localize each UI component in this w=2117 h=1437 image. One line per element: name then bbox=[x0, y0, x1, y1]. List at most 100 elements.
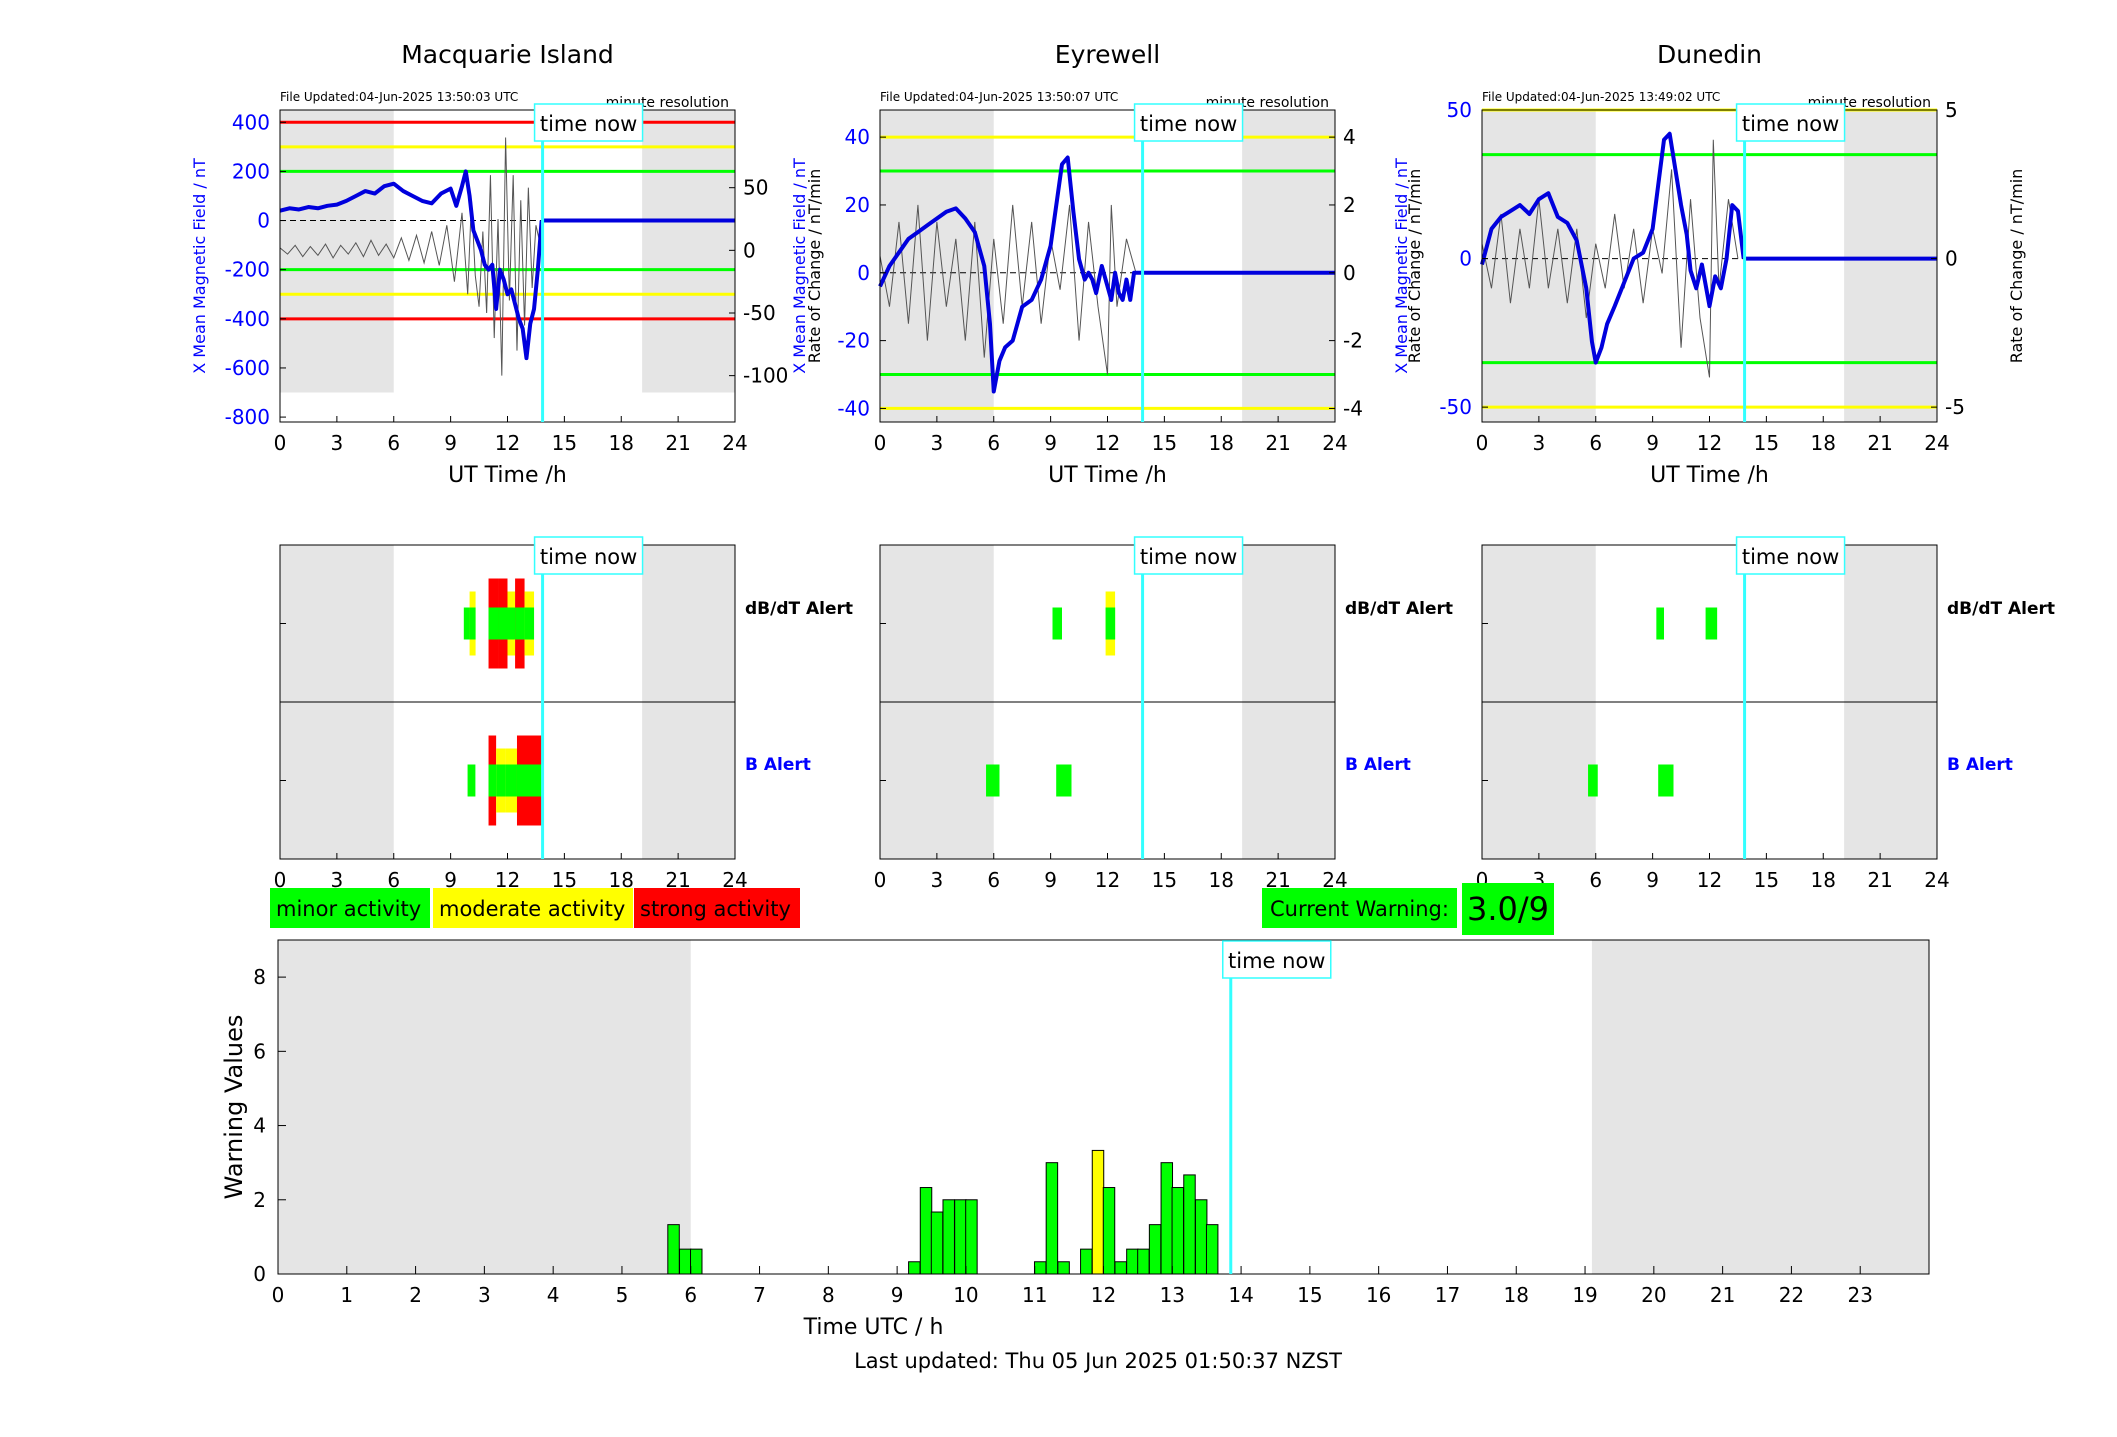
night-shading bbox=[1242, 110, 1335, 422]
y-tick-label: 0 bbox=[253, 1262, 266, 1286]
x-tick-label: 0 bbox=[1476, 431, 1489, 455]
b-alert-label: B Alert bbox=[1345, 755, 1411, 775]
b-alert-bar-core bbox=[1056, 764, 1072, 797]
x-tick-label: 15 bbox=[1297, 1283, 1322, 1307]
night-shading bbox=[1591, 940, 1929, 1274]
minor-legend-swatch bbox=[270, 888, 430, 928]
x-tick-label: 0 bbox=[272, 1283, 285, 1307]
dbdt-alert-bar-core bbox=[488, 607, 499, 640]
time-now-label: time now bbox=[1742, 112, 1839, 136]
alert-x-tick-label: 9 bbox=[444, 868, 457, 892]
night-shading bbox=[642, 110, 735, 393]
y-tick-label: 2 bbox=[253, 1188, 266, 1212]
warning-bar bbox=[1091, 1149, 1105, 1275]
right-axis-label: Rate of Change / nT/min bbox=[2007, 169, 2026, 364]
station-eyrewell: Eyrewell File Updated:04-Jun-2025 13:50:0… bbox=[790, 40, 1453, 892]
left-tick-label: 400 bbox=[232, 110, 270, 134]
x-tick-label: 18 bbox=[1209, 431, 1234, 455]
x-axis-label: UT Time /h bbox=[1048, 463, 1167, 488]
x-tick-label: 9 bbox=[1646, 431, 1659, 455]
y-tick-label: 6 bbox=[253, 1039, 266, 1063]
warning-bar bbox=[919, 1187, 933, 1275]
x-tick-label: 3 bbox=[931, 431, 944, 455]
right-tick-label: 50 bbox=[743, 176, 768, 200]
time-now-box bbox=[533, 536, 644, 575]
time-now-box bbox=[1735, 103, 1846, 142]
dbdt-alert-bar-core bbox=[1656, 607, 1664, 640]
x-tick-label: 16 bbox=[1366, 1283, 1391, 1307]
x-tick-label: 24 bbox=[1924, 431, 1949, 455]
alert-x-tick-label: 15 bbox=[1754, 868, 1779, 892]
left-tick-label: 0 bbox=[257, 209, 270, 233]
right-tick-label: 4 bbox=[1343, 125, 1356, 149]
alert-x-tick-label: 12 bbox=[1095, 868, 1120, 892]
x-tick-label: 21 bbox=[1867, 431, 1892, 455]
left-tick-label: 20 bbox=[845, 193, 870, 217]
alert-x-tick-label: 18 bbox=[1811, 868, 1836, 892]
warning-bar bbox=[908, 1261, 921, 1275]
left-tick-label: -600 bbox=[225, 356, 270, 380]
alert-x-tick-label: 6 bbox=[387, 868, 400, 892]
x-axis-label: Time UTC / h bbox=[803, 1315, 944, 1340]
station-title: Macquarie Island bbox=[401, 40, 614, 69]
b-alert-bar-core bbox=[516, 764, 542, 797]
x-tick-label: 18 bbox=[1811, 431, 1836, 455]
x-tick-label: 3 bbox=[331, 431, 344, 455]
x-tick-label: 14 bbox=[1228, 1283, 1253, 1307]
b-alert-bar-core bbox=[1658, 764, 1674, 797]
b-alert-bar-core bbox=[1588, 764, 1598, 797]
b-alert-bar-core bbox=[505, 764, 517, 797]
b-alert-label: B Alert bbox=[1947, 755, 2013, 775]
dbdt-alert-bar-core bbox=[524, 607, 535, 640]
left-tick-label: -400 bbox=[225, 307, 270, 331]
x-tick-label: 18 bbox=[609, 431, 634, 455]
dbdt-alert-bar-core bbox=[1105, 607, 1116, 640]
warning-bar bbox=[1033, 1261, 1047, 1275]
night-shading bbox=[278, 940, 691, 1274]
dbdt-alert-bar-core bbox=[469, 607, 476, 640]
x-tick-label: 21 bbox=[1710, 1283, 1735, 1307]
alert-x-tick-label: 9 bbox=[1044, 868, 1057, 892]
dbdt-alert-bar-core bbox=[1052, 607, 1062, 640]
left-tick-label: 200 bbox=[232, 159, 270, 183]
y-tick-label: 4 bbox=[253, 1114, 266, 1138]
left-tick-label: 0 bbox=[1459, 247, 1472, 271]
rate-of-change-series bbox=[1481, 139, 1739, 378]
warning-bar bbox=[1080, 1248, 1093, 1275]
minor-legend-label: minor activity bbox=[276, 897, 421, 921]
left-axis-label: X Mean Magnetic Field / nT bbox=[190, 158, 209, 374]
left-tick-label: -50 bbox=[1439, 395, 1472, 419]
warning-bar bbox=[1102, 1187, 1116, 1275]
rate-of-change-series bbox=[279, 137, 543, 376]
time-now-box bbox=[1222, 940, 1332, 979]
activity-legend: minor activity moderate activity strong ac… bbox=[270, 888, 800, 928]
left-tick-label: -200 bbox=[225, 258, 270, 282]
station-macquarie-island: Macquarie Island File Updated:04-Jun-2025… bbox=[190, 40, 853, 892]
strong-legend-label: strong activity bbox=[640, 897, 791, 921]
x-tick-label: 5 bbox=[616, 1283, 629, 1307]
warning-bar bbox=[1057, 1261, 1070, 1275]
time-now-box bbox=[1133, 103, 1244, 142]
file-updated-text: File Updated:04-Jun-2025 13:50:03 UTC bbox=[280, 90, 518, 104]
time-now-label: time now bbox=[540, 545, 637, 569]
station-title: Eyrewell bbox=[1055, 40, 1160, 69]
warning-bar bbox=[1194, 1199, 1208, 1275]
alert-x-tick-label: 9 bbox=[1646, 868, 1659, 892]
warning-bar bbox=[1114, 1261, 1127, 1275]
right-tick-label: -4 bbox=[1343, 396, 1363, 420]
x-tick-label: 11 bbox=[1022, 1283, 1047, 1307]
current-warning-box bbox=[1262, 888, 1457, 928]
last-updated-text: Last updated: Thu 05 Jun 2025 01:50:37 N… bbox=[854, 1349, 1342, 1373]
x-tick-label: 23 bbox=[1847, 1283, 1872, 1307]
right-tick-label: 0 bbox=[1945, 247, 1958, 271]
right-axis-label: Rate of Change / nT/min bbox=[1405, 169, 1424, 364]
x-tick-label: 9 bbox=[1044, 431, 1057, 455]
x-tick-label: 6 bbox=[387, 431, 400, 455]
x-tick-label: 3 bbox=[1533, 431, 1546, 455]
left-axis-label: X Mean Magnetic Field / nT bbox=[790, 158, 809, 374]
file-updated-text: File Updated:04-Jun-2025 13:50:07 UTC bbox=[880, 90, 1118, 104]
alert-x-tick-label: 12 bbox=[1697, 868, 1722, 892]
right-tick-label: 5 bbox=[1945, 98, 1958, 122]
current-warning-value-box bbox=[1462, 883, 1554, 935]
